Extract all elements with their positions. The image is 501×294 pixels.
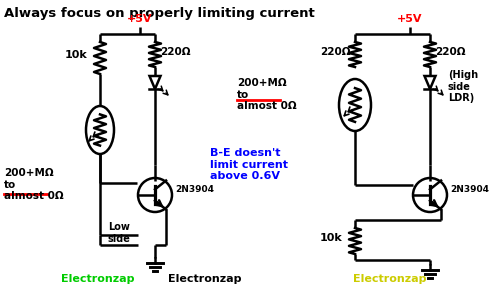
Text: 220Ω: 220Ω	[434, 47, 464, 57]
Text: 2N3904: 2N3904	[449, 185, 488, 194]
Text: 10k: 10k	[319, 233, 342, 243]
Text: (High
side
LDR): (High side LDR)	[447, 70, 477, 103]
Text: 2N3904: 2N3904	[175, 185, 213, 194]
Text: B-E doesn't
limit current
above 0.6V: B-E doesn't limit current above 0.6V	[209, 148, 288, 181]
Text: Low
side: Low side	[108, 222, 131, 244]
Text: +5V: +5V	[127, 14, 152, 24]
Text: Always focus on properly limiting current: Always focus on properly limiting curren…	[4, 7, 314, 20]
Text: 220Ω: 220Ω	[160, 47, 190, 57]
Text: +5V: +5V	[396, 14, 422, 24]
Text: 200+MΩ
to
almost 0Ω: 200+MΩ to almost 0Ω	[4, 168, 64, 201]
Text: Electronzap: Electronzap	[168, 274, 241, 284]
Text: 220Ω: 220Ω	[319, 47, 350, 57]
Text: Electronzap: Electronzap	[61, 274, 134, 284]
Text: 10k: 10k	[65, 50, 88, 60]
Text: 200+MΩ
to
almost 0Ω: 200+MΩ to almost 0Ω	[236, 78, 296, 111]
Text: Electronzap: Electronzap	[353, 274, 426, 284]
